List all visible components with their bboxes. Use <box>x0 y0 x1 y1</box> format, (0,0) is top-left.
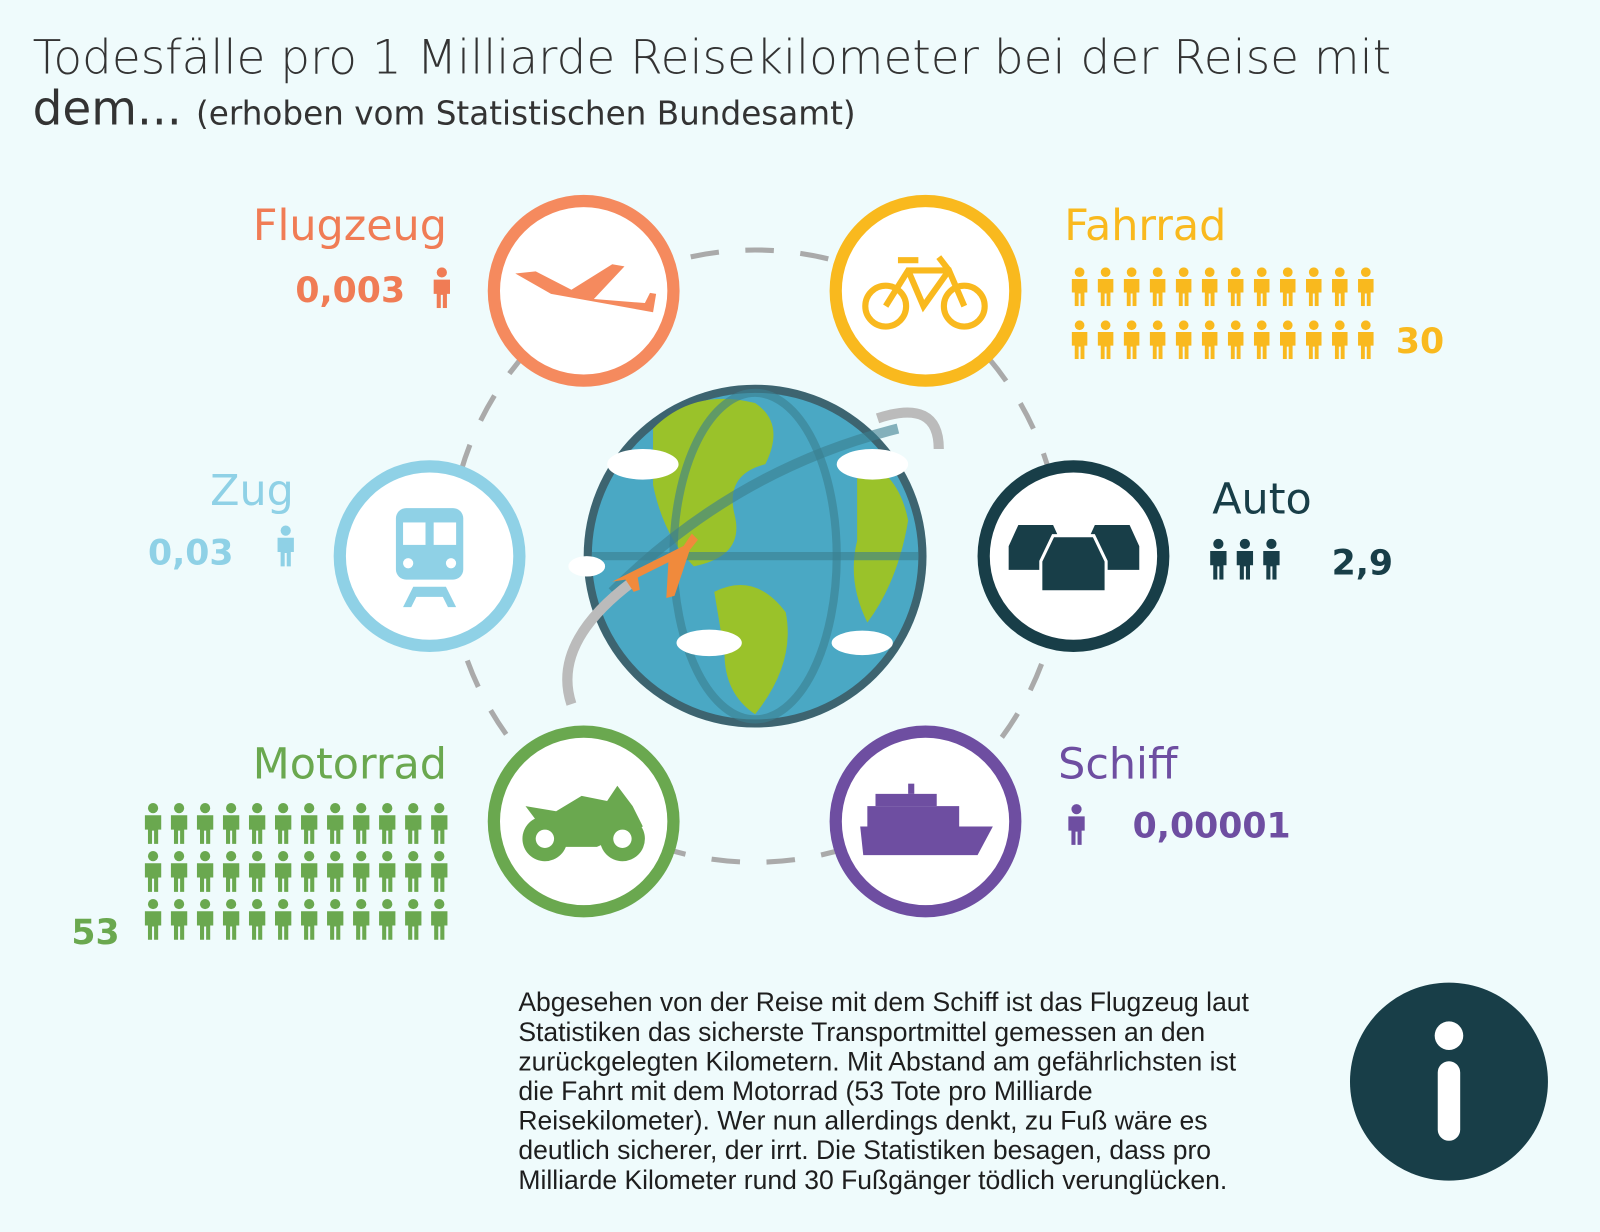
title-line2: dem... (erhoben vom Statistischen Bundesa… <box>33 81 856 136</box>
icon-flugzeug <box>487 194 680 387</box>
info-icon <box>1349 982 1548 1181</box>
mode-value: 0,003 <box>295 271 405 311</box>
mode-name: Motorrad <box>253 740 447 790</box>
info-line: die Fahrt mit dem Motorrad (53 Tote pro … <box>518 1076 1092 1106</box>
mode-value: 0,00001 <box>1133 807 1291 847</box>
info-line: Abgesehen von der Reise mit dem Schiff i… <box>518 987 1249 1017</box>
mode-value: 2,9 <box>1332 543 1393 583</box>
mode-name: Zug <box>210 466 294 516</box>
info-text: Abgesehen von der Reise mit dem Schiff i… <box>518 987 1249 1195</box>
title: dem... <box>33 81 182 136</box>
icon-schiff <box>829 725 1022 918</box>
mode-name: Schiff <box>1058 740 1179 790</box>
icon-zug <box>333 460 526 653</box>
info-line: zurückgelegten Kilometern. Mit Abstand a… <box>518 1046 1236 1076</box>
mode-name: Fahrrad <box>1064 201 1226 251</box>
globe <box>562 384 944 728</box>
icon-auto <box>977 460 1170 653</box>
icon-fahrrad <box>829 194 1022 387</box>
mode-value: 30 <box>1396 322 1444 362</box>
info-line: Statistiken das sicherste Transportmitte… <box>518 1017 1205 1047</box>
icon-motorrad <box>487 725 680 918</box>
info-line: Reisekilometer). Wer nun allerdings denk… <box>518 1106 1207 1136</box>
title: Todesfälle pro 1 Milliarde Reisekilomete… <box>33 30 1391 85</box>
info-line: deutlich sicherer, der irrt. Die Statist… <box>518 1135 1211 1165</box>
mode-name: Auto <box>1212 474 1311 524</box>
mode-value: 53 <box>71 913 119 953</box>
info-line: Milliarde Kilometer rund 30 Fußgänger tö… <box>518 1165 1227 1195</box>
mode-name: Flugzeug <box>253 201 447 251</box>
subtitle: (erhoben vom Statistischen Bundesamt) <box>196 94 856 132</box>
mode-value: 0,03 <box>148 533 234 573</box>
